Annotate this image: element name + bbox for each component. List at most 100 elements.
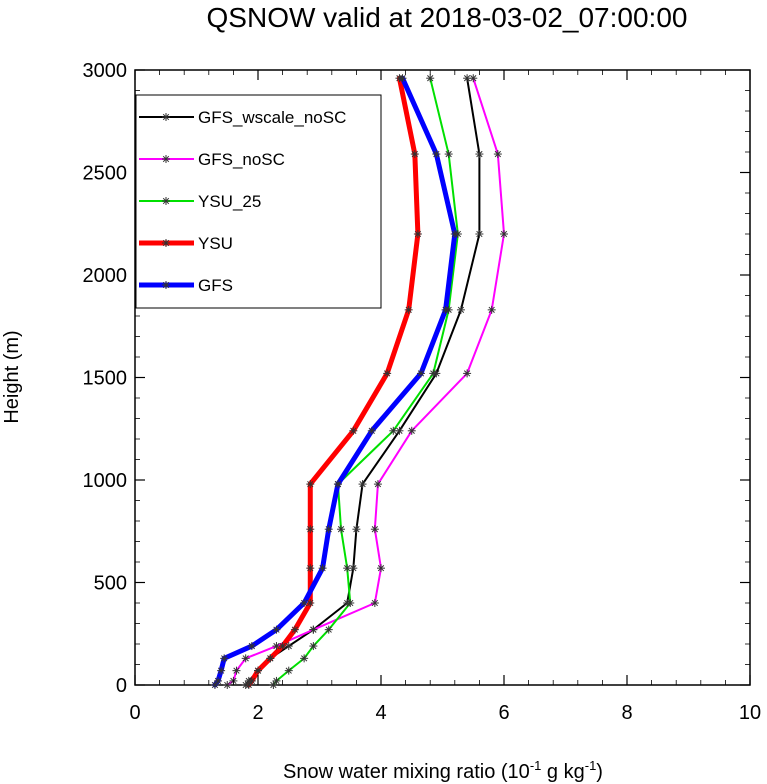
y-tick-label: 1500: [83, 368, 128, 390]
series-line: [246, 75, 421, 688]
x-axis-label-exp2: -1: [585, 758, 597, 773]
data-point: [324, 625, 333, 634]
data-point: [220, 654, 229, 663]
series-line: [226, 77, 505, 686]
y-tick-label: 0: [116, 675, 127, 697]
data-point: [352, 525, 361, 534]
data-point: [309, 625, 318, 634]
markers-GFS_noSC: [223, 74, 508, 689]
series-YSU_25: [272, 77, 459, 686]
data-point: [432, 150, 441, 159]
data-point: [306, 480, 315, 489]
x-tick-label: 8: [621, 702, 632, 724]
data-point: [500, 230, 508, 238]
data-point: [475, 230, 484, 238]
legend-label: GFS_noSC: [198, 150, 285, 169]
markers-YSU_25: [269, 74, 462, 689]
series-GFS_noSC: [226, 77, 505, 686]
data-point: [343, 564, 352, 573]
x-axis-label-exp1: -1: [530, 758, 542, 773]
y-axis-label: Height (m): [1, 330, 23, 423]
data-point: [254, 666, 262, 675]
series-YSU: [246, 75, 421, 688]
data-point: [241, 654, 250, 663]
data-point: [214, 676, 223, 685]
data-point: [383, 369, 392, 378]
legend-marker: [162, 281, 170, 289]
series-line: [212, 75, 458, 688]
data-point: [373, 480, 382, 489]
data-point: [487, 305, 496, 314]
legend-marker: [162, 197, 170, 205]
data-point: [493, 150, 502, 159]
data-point: [337, 525, 346, 534]
data-point: [463, 74, 472, 83]
x-tick-label: 0: [129, 702, 140, 724]
series-line: [272, 77, 459, 686]
x-tick-label: 4: [375, 702, 386, 724]
data-point: [306, 564, 315, 573]
data-point: [278, 642, 287, 651]
y-tick-label: 3000: [83, 60, 128, 82]
x-axis-label-end: ): [596, 761, 603, 783]
data-point: [410, 150, 419, 159]
x-tick-label: 6: [498, 702, 509, 724]
data-point: [456, 305, 465, 314]
data-point: [272, 625, 281, 634]
x-axis-label: Snow water mixing ratio (10-1 g kg-1): [283, 758, 603, 783]
legend-label: GFS_wscale_noSC: [198, 108, 346, 127]
series-layer: [210, 74, 508, 689]
y-tick-label: 1000: [83, 470, 128, 492]
data-point: [349, 426, 358, 435]
data-point: [266, 654, 275, 663]
y-tick-label: 2000: [83, 265, 128, 287]
data-point: [413, 230, 422, 238]
data-point: [309, 642, 318, 651]
data-point: [306, 525, 315, 534]
data-point: [324, 525, 333, 534]
data-point: [333, 480, 342, 489]
series-GFS: [212, 75, 458, 688]
data-point: [300, 654, 309, 663]
data-point: [272, 676, 281, 685]
data-point: [232, 666, 241, 675]
x-axis-label-base: Snow water mixing ratio (10: [283, 761, 530, 783]
data-point: [444, 150, 453, 159]
axes-layer: 0 2 4 6 8 10 0 500 1000 1500 2000 2500 3000: [83, 60, 762, 724]
data-point: [247, 676, 256, 685]
legend-label: YSU: [198, 234, 233, 253]
data-point: [426, 74, 435, 83]
data-point: [290, 625, 299, 634]
chart-title: QSNOW valid at 2018-03-02_07:00:00: [207, 2, 688, 33]
x-tick-label: 10: [739, 702, 761, 724]
x-tick-label: 2: [252, 702, 263, 724]
data-point: [367, 426, 376, 435]
data-point: [223, 681, 232, 689]
legend-label: YSU_25: [198, 192, 261, 211]
data-point: [318, 564, 327, 573]
legend-label: GFS: [198, 276, 233, 295]
data-point: [398, 74, 407, 83]
legend-marker: [162, 113, 170, 121]
data-point: [370, 599, 379, 607]
data-point: [407, 426, 416, 435]
data-point: [404, 305, 413, 314]
data-point: [284, 666, 293, 675]
legend-marker: [162, 155, 170, 163]
legend-marker: [162, 239, 170, 247]
markers-GFS: [210, 74, 459, 689]
data-point: [463, 369, 472, 378]
data-point: [284, 642, 293, 651]
data-point: [475, 150, 484, 159]
data-point: [377, 564, 385, 573]
markers-YSU: [244, 74, 422, 689]
data-point: [469, 74, 478, 83]
data-point: [358, 480, 367, 489]
data-point: [247, 642, 256, 651]
data-point: [217, 666, 226, 675]
data-point: [346, 599, 355, 607]
data-point: [300, 599, 309, 607]
data-point: [389, 426, 398, 435]
x-axis-label-mid: g kg: [541, 761, 584, 783]
